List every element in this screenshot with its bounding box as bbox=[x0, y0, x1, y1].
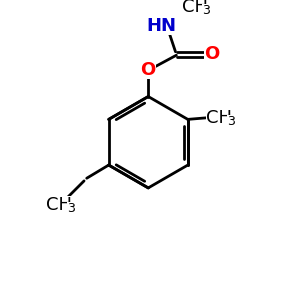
Text: 3: 3 bbox=[67, 202, 75, 214]
Text: CH: CH bbox=[182, 0, 208, 16]
Text: CH: CH bbox=[46, 196, 73, 214]
Text: 3: 3 bbox=[202, 4, 210, 17]
Text: HN: HN bbox=[146, 17, 176, 35]
Text: O: O bbox=[141, 61, 156, 79]
Text: O: O bbox=[204, 45, 219, 63]
Text: 3: 3 bbox=[227, 115, 235, 128]
Text: CH: CH bbox=[206, 109, 232, 127]
